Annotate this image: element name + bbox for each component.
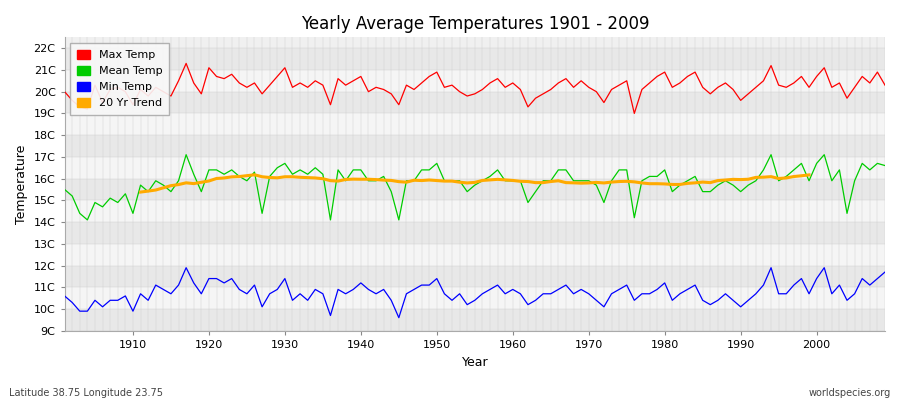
Min Temp — [340, 291, 351, 296]
Min Temp — [181, 265, 192, 270]
Max Temp — [606, 87, 616, 92]
Line: Max Temp: Max Temp — [65, 64, 885, 113]
Max Temp — [879, 83, 890, 88]
Min Temp — [59, 294, 70, 298]
Bar — [65, 92, 885, 113]
Mean Temp — [128, 211, 139, 216]
Max Temp — [508, 80, 518, 85]
Bar — [65, 70, 885, 92]
Mean Temp — [523, 200, 534, 205]
20 Yr Trend — [203, 178, 214, 183]
Bar — [65, 200, 885, 222]
Min Temp — [393, 315, 404, 320]
20 Yr Trend — [401, 180, 412, 184]
Bar — [65, 244, 885, 266]
Min Temp — [120, 294, 130, 298]
Max Temp — [515, 87, 526, 92]
Bar — [65, 48, 885, 70]
Mean Temp — [614, 168, 625, 172]
Max Temp — [181, 61, 192, 66]
Line: Mean Temp: Mean Temp — [65, 155, 885, 220]
20 Yr Trend — [249, 172, 260, 177]
Bar — [65, 309, 885, 331]
Mean Temp — [347, 168, 358, 172]
Min Temp — [294, 291, 305, 296]
Title: Yearly Average Temperatures 1901 - 2009: Yearly Average Temperatures 1901 - 2009 — [301, 15, 649, 33]
Max Temp — [59, 89, 70, 94]
Bar — [65, 113, 885, 135]
Max Temp — [629, 111, 640, 116]
20 Yr Trend — [804, 172, 814, 177]
Min Temp — [515, 291, 526, 296]
20 Yr Trend — [484, 178, 495, 182]
Min Temp — [879, 270, 890, 274]
20 Yr Trend — [135, 190, 146, 194]
Mean Temp — [879, 163, 890, 168]
Line: 20 Yr Trend: 20 Yr Trend — [140, 175, 809, 192]
Mean Temp — [515, 178, 526, 183]
Mean Temp — [302, 172, 313, 177]
20 Yr Trend — [280, 174, 291, 179]
Min Temp — [523, 302, 534, 307]
Max Temp — [340, 83, 351, 88]
Bar — [65, 287, 885, 309]
Mean Temp — [82, 218, 93, 222]
20 Yr Trend — [735, 177, 746, 182]
Bar — [65, 135, 885, 157]
Text: worldspecies.org: worldspecies.org — [809, 388, 891, 398]
Bar — [65, 178, 885, 200]
Mean Temp — [59, 187, 70, 192]
Max Temp — [120, 89, 130, 94]
Bar — [65, 222, 885, 244]
Legend: Max Temp, Mean Temp, Min Temp, 20 Yr Trend: Max Temp, Mean Temp, Min Temp, 20 Yr Tre… — [70, 43, 169, 115]
Bar — [65, 266, 885, 287]
X-axis label: Year: Year — [462, 356, 488, 369]
Bar — [65, 157, 885, 178]
Max Temp — [294, 80, 305, 85]
Line: Min Temp: Min Temp — [65, 268, 885, 318]
Min Temp — [614, 287, 625, 292]
Y-axis label: Temperature: Temperature — [15, 144, 28, 224]
Text: Latitude 38.75 Longitude 23.75: Latitude 38.75 Longitude 23.75 — [9, 388, 163, 398]
Mean Temp — [181, 152, 192, 157]
20 Yr Trend — [219, 176, 230, 180]
